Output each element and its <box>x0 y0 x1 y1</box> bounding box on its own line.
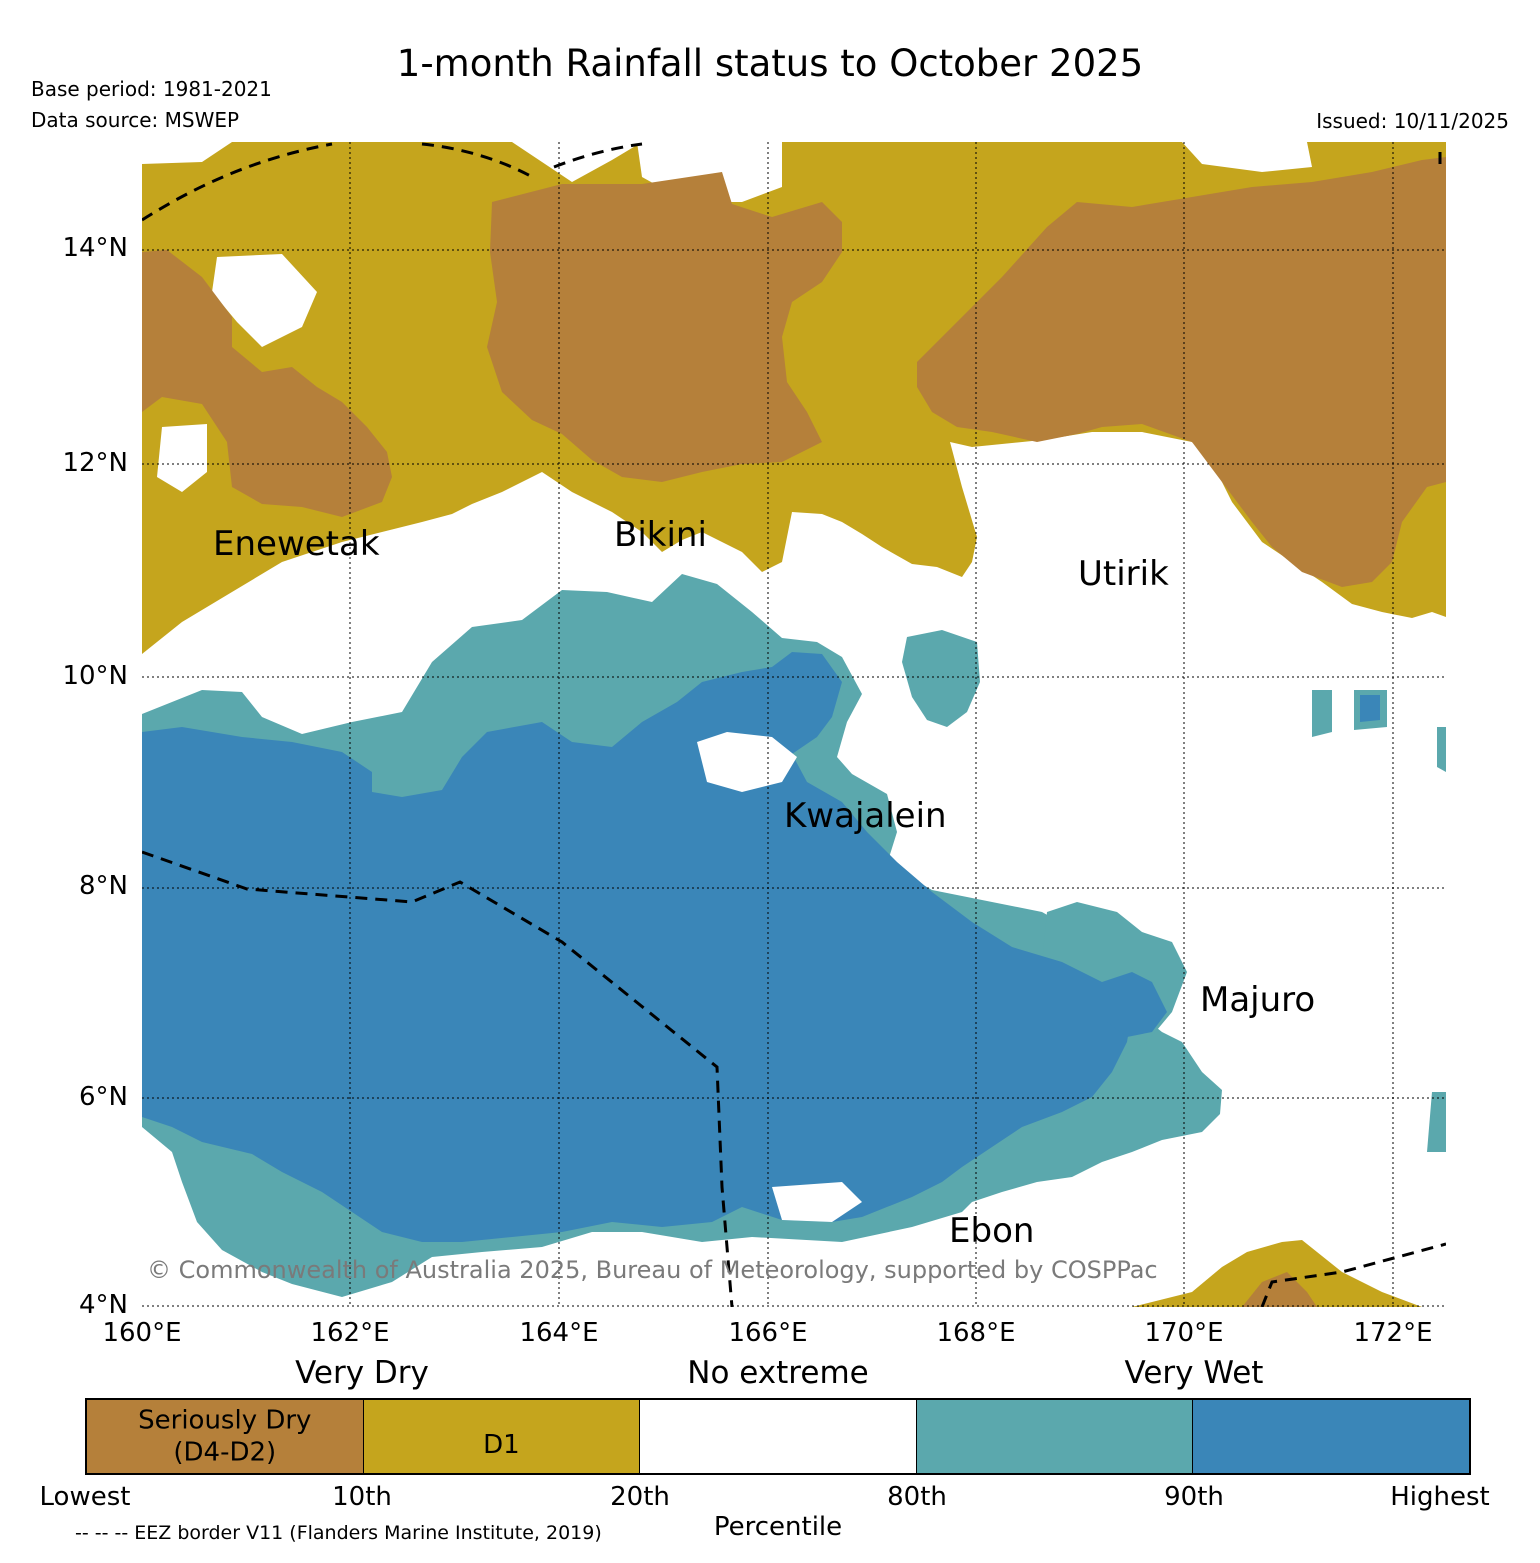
eez-border <box>142 142 1446 1307</box>
percentile-axis-label: Percentile <box>713 1512 843 1542</box>
legend-tick-label: 80th <box>887 1482 947 1512</box>
y-tick-label: 8°N <box>79 871 128 901</box>
d1-region <box>1132 1240 1422 1307</box>
legend-category-very-wet: Very Wet <box>1124 1355 1264 1391</box>
highest-region <box>1102 972 1167 1037</box>
very-wet-region <box>1427 1092 1446 1152</box>
y-tick-label: 4°N <box>79 1290 128 1320</box>
y-tick-label: 6°N <box>79 1082 128 1112</box>
no-extreme-pocket <box>1182 142 1312 172</box>
legend-segment-d1: D1 <box>363 1400 641 1473</box>
y-tick-label: 14°N <box>62 233 128 263</box>
no-extreme-pocket <box>157 424 207 492</box>
place-label-enewetak: Enewetak <box>213 524 380 564</box>
highest-region <box>1360 695 1380 722</box>
place-label-majuro: Majuro <box>1200 980 1315 1020</box>
legend-tick-label: Lowest <box>39 1482 131 1512</box>
highest-region <box>142 652 1132 1242</box>
x-tick-label: 172°E <box>1353 1318 1433 1348</box>
seriously-dry-region <box>142 250 392 517</box>
very-wet-region <box>1437 727 1446 772</box>
place-label-kwajalein: Kwajalein <box>784 796 947 836</box>
legend-segment-very-wet <box>916 1400 1194 1473</box>
x-tick-label: 164°E <box>519 1318 599 1348</box>
rainfall-map: Enewetak Bikini Utirik Kwajalein Majuro … <box>142 142 1446 1307</box>
map-title: 1-month Rainfall status to October 2025 <box>396 42 1144 85</box>
y-tick-label: 10°N <box>62 661 128 691</box>
place-label-utirik: Utirik <box>1078 554 1169 594</box>
legend-segment-seriously-dry: Seriously Dry (D4-D2) <box>87 1400 364 1473</box>
x-tick-label: 160°E <box>102 1318 182 1348</box>
no-extreme-pocket <box>772 1182 862 1222</box>
graticule <box>142 142 1446 1307</box>
very-wet-region <box>1312 690 1332 737</box>
legend-segment-highest <box>1193 1400 1469 1473</box>
base-period: Base period: 1981-2021 <box>31 77 272 101</box>
legend-tick-label: 90th <box>1164 1482 1224 1512</box>
x-tick-label: 170°E <box>1144 1318 1224 1348</box>
legend-color-bar: Seriously Dry (D4-D2) D1 <box>85 1398 1471 1475</box>
data-source: Data source: MSWEP <box>31 108 240 132</box>
legend-category-very-dry: Very Dry <box>295 1355 429 1391</box>
legend-category-no-extreme: No extreme <box>687 1355 869 1391</box>
y-tick-label: 12°N <box>62 448 128 478</box>
very-wet-region <box>902 630 980 727</box>
legend-segment-no-extreme <box>640 1400 917 1473</box>
x-tick-label: 168°E <box>936 1318 1016 1348</box>
legend-segment-label: D1 <box>483 1430 520 1460</box>
no-extreme-pocket <box>212 254 317 347</box>
x-tick-label: 166°E <box>728 1318 808 1348</box>
legend-segment-label: Seriously Dry (D4-D2) <box>138 1405 312 1468</box>
legend-tick-label: Highest <box>1390 1482 1490 1512</box>
eez-note: -- -- -- EEZ border V11 (Flanders Marine… <box>75 1522 602 1544</box>
legend-tick-label: 20th <box>610 1482 670 1512</box>
legend-tick-label: 10th <box>332 1482 392 1512</box>
copyright-notice: © Commonwealth of Australia 2025, Bureau… <box>147 1256 1158 1284</box>
x-tick-label: 162°E <box>310 1318 390 1348</box>
issued-date: Issued: 10/11/2025 <box>1316 109 1509 133</box>
no-extreme-pocket <box>697 732 797 792</box>
seriously-dry-region <box>1242 1272 1317 1307</box>
place-label-bikini: Bikini <box>614 515 707 555</box>
seriously-dry-region <box>917 157 1446 587</box>
place-label-ebon: Ebon <box>949 1211 1034 1251</box>
